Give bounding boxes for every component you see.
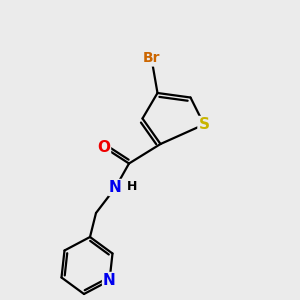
Text: O: O (97, 140, 110, 154)
Text: H: H (127, 179, 137, 193)
Text: N: N (103, 273, 116, 288)
Text: N: N (109, 180, 122, 195)
Text: Br: Br (143, 52, 160, 65)
Text: S: S (199, 117, 209, 132)
